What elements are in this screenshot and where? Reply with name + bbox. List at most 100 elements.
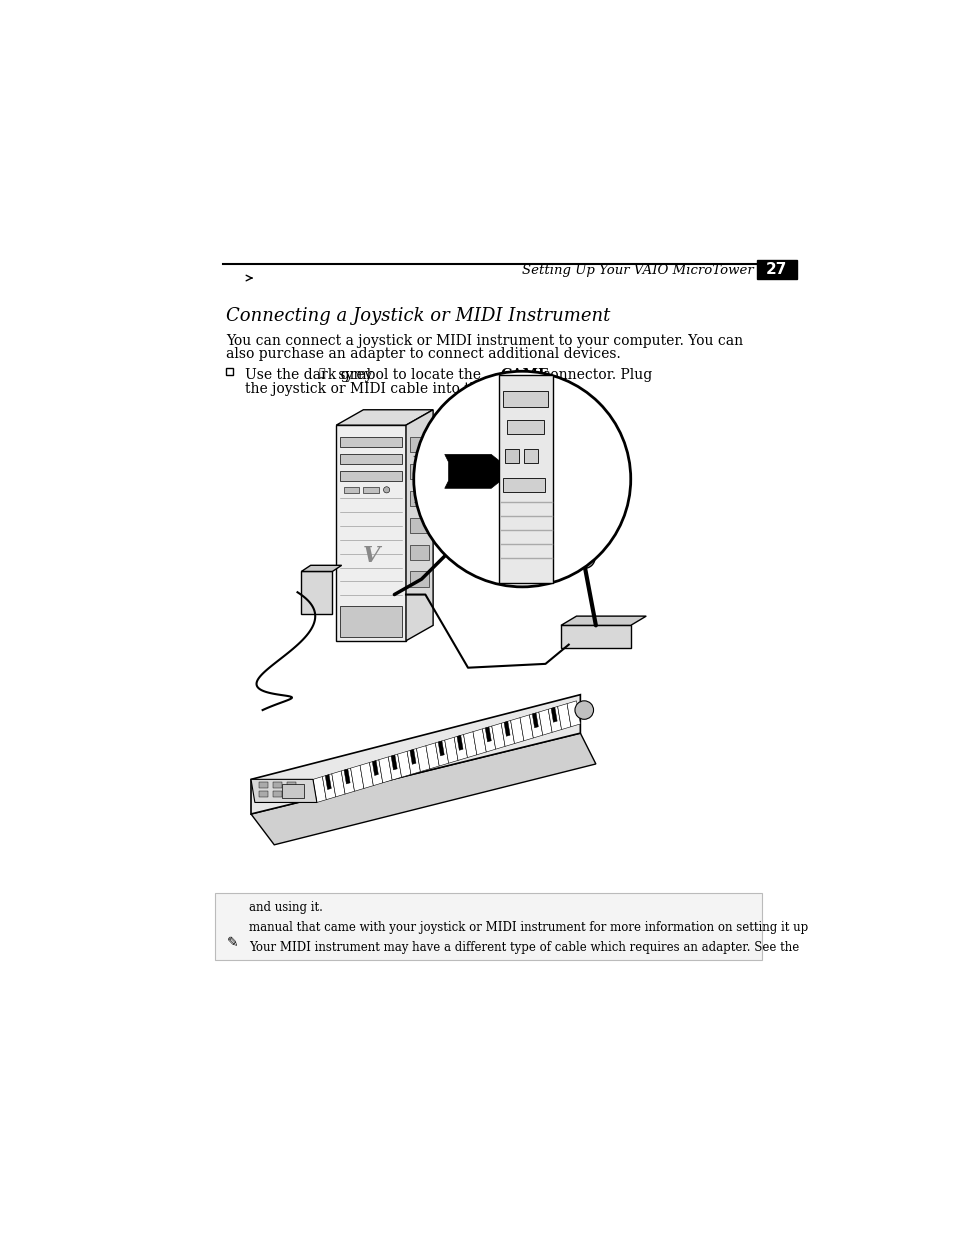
Polygon shape bbox=[510, 718, 523, 743]
Bar bbox=[301, 571, 332, 614]
Polygon shape bbox=[397, 751, 411, 777]
Polygon shape bbox=[359, 762, 373, 788]
Text: the joystick or MIDI cable into this connector.: the joystick or MIDI cable into this con… bbox=[245, 381, 568, 396]
Polygon shape bbox=[485, 727, 491, 742]
Polygon shape bbox=[406, 409, 433, 641]
Polygon shape bbox=[444, 455, 498, 488]
Polygon shape bbox=[566, 700, 579, 726]
Bar bbox=[258, 790, 268, 797]
Text: Your MIDI instrument may have a different type of cable which requires an adapte: Your MIDI instrument may have a differen… bbox=[249, 941, 798, 954]
Circle shape bbox=[414, 371, 630, 587]
Polygon shape bbox=[322, 774, 335, 800]
Polygon shape bbox=[435, 740, 448, 766]
Polygon shape bbox=[344, 769, 350, 784]
Polygon shape bbox=[532, 713, 537, 727]
Polygon shape bbox=[372, 761, 378, 776]
Bar bbox=[286, 782, 295, 788]
Circle shape bbox=[585, 557, 592, 563]
Polygon shape bbox=[335, 409, 433, 425]
Polygon shape bbox=[313, 777, 326, 803]
Text: Use the dark grey: Use the dark grey bbox=[245, 369, 376, 382]
Polygon shape bbox=[503, 721, 510, 736]
Bar bbox=[363, 487, 378, 493]
Text: You can connect a joystick or MIDI instrument to your computer. You can: You can connect a joystick or MIDI instr… bbox=[226, 334, 742, 348]
Polygon shape bbox=[454, 735, 467, 761]
Text: and using it.: and using it. bbox=[249, 901, 322, 915]
Polygon shape bbox=[251, 779, 316, 803]
Bar bbox=[560, 625, 630, 649]
Bar bbox=[286, 790, 295, 797]
Text: also purchase an adapter to connect additional devices.: also purchase an adapter to connect addi… bbox=[226, 348, 620, 361]
Bar bbox=[410, 545, 429, 560]
Text: V: V bbox=[362, 545, 379, 567]
Bar bbox=[498, 375, 553, 583]
Polygon shape bbox=[437, 741, 444, 756]
Text: GAME: GAME bbox=[500, 369, 549, 382]
Polygon shape bbox=[391, 755, 396, 769]
Bar bbox=[410, 464, 429, 480]
Polygon shape bbox=[251, 734, 596, 845]
Polygon shape bbox=[332, 771, 345, 797]
Bar bbox=[340, 436, 402, 448]
Bar bbox=[523, 449, 537, 462]
Polygon shape bbox=[492, 724, 504, 750]
Bar bbox=[273, 790, 282, 797]
Bar bbox=[410, 571, 429, 587]
Bar bbox=[215, 893, 761, 959]
Polygon shape bbox=[341, 768, 355, 794]
Text: manual that came with your joystick or MIDI instrument for more information on s: manual that came with your joystick or M… bbox=[249, 921, 807, 935]
Bar bbox=[344, 487, 359, 493]
Polygon shape bbox=[558, 704, 570, 730]
Text: Connecting a Joystick or MIDI Instrument: Connecting a Joystick or MIDI Instrument bbox=[226, 307, 610, 324]
Circle shape bbox=[573, 546, 595, 568]
Bar bbox=[335, 425, 406, 641]
Polygon shape bbox=[500, 720, 514, 746]
Polygon shape bbox=[425, 743, 438, 769]
Polygon shape bbox=[388, 755, 401, 780]
Circle shape bbox=[575, 700, 593, 719]
Text: ✎: ✎ bbox=[226, 936, 238, 951]
Circle shape bbox=[383, 487, 390, 493]
Polygon shape bbox=[410, 750, 416, 764]
Polygon shape bbox=[538, 709, 552, 735]
Bar bbox=[258, 782, 268, 788]
Polygon shape bbox=[482, 726, 496, 752]
Polygon shape bbox=[251, 694, 579, 814]
Bar bbox=[273, 782, 282, 788]
Bar bbox=[505, 449, 518, 462]
Text: 27: 27 bbox=[765, 261, 787, 277]
Text: symbol to locate the: symbol to locate the bbox=[334, 369, 485, 382]
Bar bbox=[410, 436, 429, 453]
Bar bbox=[340, 471, 402, 481]
Text: ⏚: ⏚ bbox=[318, 369, 325, 379]
Bar bbox=[226, 369, 233, 375]
Text: connector. Plug: connector. Plug bbox=[537, 369, 652, 382]
Bar bbox=[502, 391, 547, 407]
Polygon shape bbox=[301, 565, 341, 571]
Bar bbox=[502, 478, 545, 492]
Polygon shape bbox=[529, 711, 542, 737]
Polygon shape bbox=[551, 708, 557, 723]
Polygon shape bbox=[351, 766, 363, 792]
Text: Setting Up Your VAIO MicroTower: Setting Up Your VAIO MicroTower bbox=[521, 264, 753, 277]
Polygon shape bbox=[548, 707, 561, 732]
Polygon shape bbox=[560, 616, 645, 625]
Bar bbox=[340, 454, 402, 465]
Polygon shape bbox=[369, 760, 382, 785]
Circle shape bbox=[578, 555, 584, 561]
Bar bbox=[410, 518, 429, 533]
Polygon shape bbox=[519, 715, 533, 741]
Polygon shape bbox=[378, 757, 392, 783]
Polygon shape bbox=[416, 746, 430, 772]
Bar bbox=[756, 260, 797, 279]
Bar bbox=[410, 491, 429, 506]
Polygon shape bbox=[463, 731, 476, 757]
Bar bbox=[340, 607, 402, 637]
Polygon shape bbox=[473, 729, 486, 755]
Bar bbox=[506, 419, 543, 434]
Polygon shape bbox=[325, 774, 331, 789]
Polygon shape bbox=[444, 737, 457, 763]
Polygon shape bbox=[407, 748, 420, 774]
Bar bbox=[282, 784, 303, 798]
Polygon shape bbox=[456, 735, 462, 751]
